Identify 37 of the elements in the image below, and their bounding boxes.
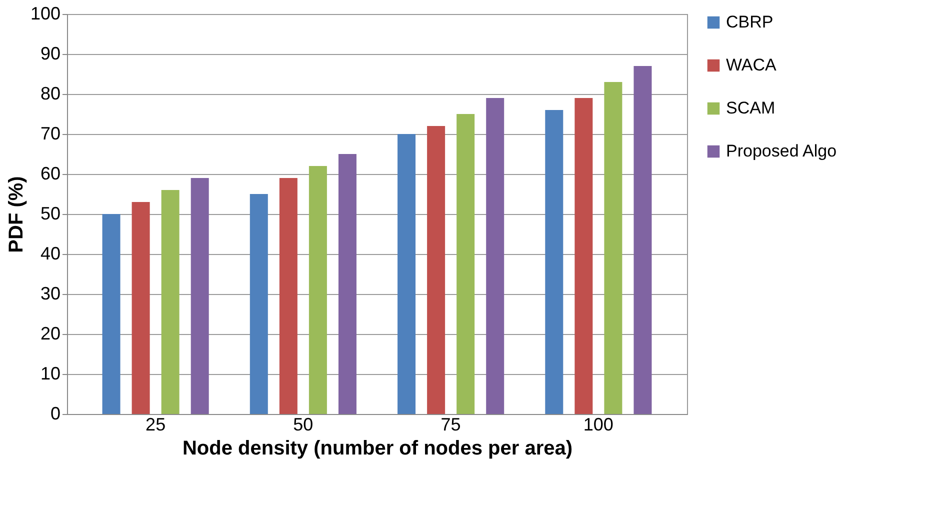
y-tick-label: 40 <box>40 244 60 264</box>
bar <box>574 98 593 414</box>
bar <box>279 178 298 414</box>
y-axis-title: PDF (%) <box>5 176 28 253</box>
x-tick-label: 100 <box>583 414 614 434</box>
legend-label: CBRP <box>726 12 774 32</box>
bar <box>545 110 564 414</box>
y-tick-label: 90 <box>40 44 60 64</box>
legend-label: WACA <box>726 56 778 74</box>
bar <box>427 126 446 414</box>
y-tick-label: 50 <box>40 204 60 224</box>
y-tick-label: 60 <box>40 164 60 184</box>
bar <box>308 166 327 414</box>
bar <box>338 154 356 414</box>
bar <box>634 66 652 414</box>
bar <box>132 202 150 414</box>
bar <box>604 82 622 414</box>
bar <box>161 190 180 414</box>
y-tick-label: 80 <box>40 84 60 104</box>
y-tick-label: 10 <box>40 364 60 384</box>
x-axis-title: Node density (number of nodes per area) <box>182 438 573 460</box>
bar <box>190 178 209 414</box>
bar <box>398 134 416 414</box>
y-tick-label: 20 <box>40 324 60 344</box>
legend-label: SCAM <box>726 98 776 118</box>
bar <box>456 114 475 414</box>
bar <box>102 214 120 414</box>
x-tick-label: 50 <box>293 414 314 434</box>
bar <box>250 194 268 414</box>
y-tick-label: 70 <box>40 124 60 144</box>
legend-label: Proposed Algo <box>726 142 837 160</box>
y-tick-label: 100 <box>30 4 60 24</box>
bar <box>486 98 504 414</box>
y-tick-label: 0 <box>50 404 60 424</box>
y-tick-label: 30 <box>40 284 60 304</box>
x-tick-label: 75 <box>440 414 461 434</box>
x-tick-label: 25 <box>146 414 166 434</box>
